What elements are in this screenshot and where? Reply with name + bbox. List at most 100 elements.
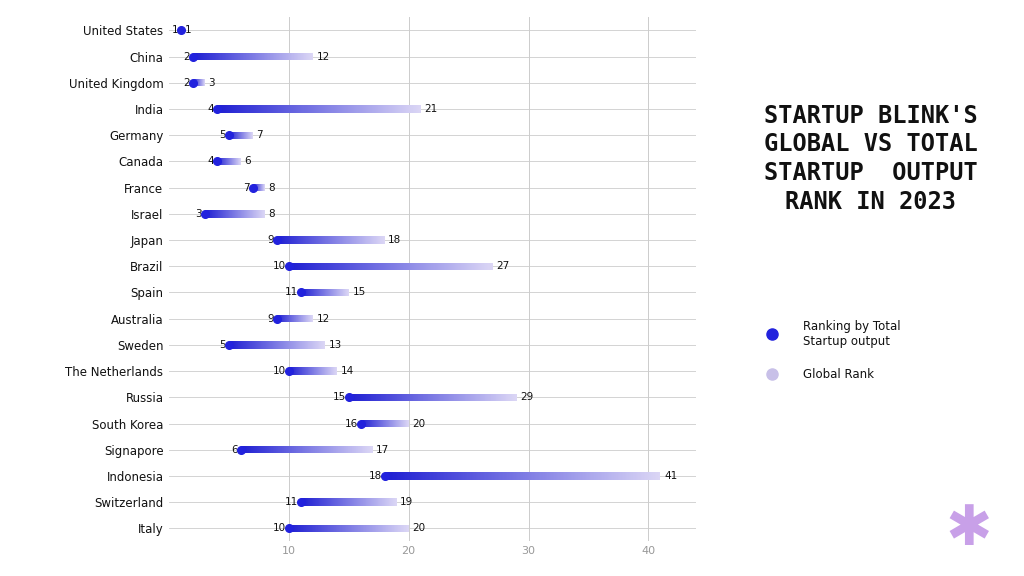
Text: 5: 5 [219, 340, 226, 350]
Text: 10: 10 [272, 262, 286, 271]
Bar [560, 472, 561, 480]
Bar [528, 472, 529, 480]
Bar [530, 472, 532, 480]
Bar [410, 472, 411, 480]
Bar [418, 472, 419, 480]
Bar [579, 472, 581, 480]
Bar [524, 472, 525, 480]
Bar [542, 472, 543, 480]
Bar [592, 472, 593, 480]
Text: 2: 2 [183, 78, 189, 88]
Bar [459, 472, 461, 480]
Bar [414, 472, 415, 480]
Bar [510, 472, 512, 480]
Bar [541, 472, 542, 480]
Bar [638, 472, 640, 480]
Bar [493, 472, 494, 480]
Bar [423, 472, 425, 480]
Bar [521, 472, 522, 480]
Bar [632, 472, 633, 480]
Bar [633, 472, 634, 480]
Bar [572, 472, 573, 480]
Bar [505, 472, 506, 480]
Bar [608, 472, 609, 480]
Bar [427, 472, 429, 480]
Bar [501, 472, 502, 480]
Bar [568, 472, 569, 480]
Bar [634, 472, 636, 480]
Bar [538, 472, 539, 480]
Bar [645, 472, 646, 480]
Bar [489, 472, 490, 480]
Bar [585, 472, 586, 480]
Bar [513, 472, 514, 480]
Bar [516, 472, 517, 480]
Bar [512, 472, 513, 480]
Bar [602, 472, 604, 480]
Bar [441, 472, 442, 480]
Bar [598, 472, 600, 480]
Bar [550, 472, 552, 480]
Bar [588, 472, 589, 480]
Bar [656, 472, 657, 480]
Bar [622, 472, 624, 480]
Bar [437, 472, 438, 480]
Bar [577, 472, 578, 480]
Bar [445, 472, 446, 480]
Bar [449, 472, 450, 480]
Text: 27: 27 [497, 262, 509, 271]
Bar [605, 472, 606, 480]
Bar [649, 472, 650, 480]
Bar [435, 472, 437, 480]
Bar [525, 472, 526, 480]
Bar [450, 472, 451, 480]
Bar [482, 472, 484, 480]
Bar [469, 472, 470, 480]
Text: 8: 8 [268, 209, 275, 219]
Bar [502, 472, 503, 480]
Bar [537, 472, 538, 480]
Bar [478, 472, 480, 480]
Text: 10: 10 [272, 366, 286, 376]
Text: 16: 16 [344, 419, 357, 429]
Bar [421, 472, 422, 480]
Bar [430, 472, 431, 480]
Bar [509, 472, 510, 480]
Bar [467, 472, 469, 480]
Text: 3: 3 [196, 209, 202, 219]
Text: 9: 9 [267, 314, 273, 324]
Bar [386, 472, 387, 480]
Bar [462, 472, 463, 480]
Text: 13: 13 [329, 340, 342, 350]
Bar [558, 472, 560, 480]
Text: 29: 29 [520, 392, 534, 402]
Bar [455, 472, 457, 480]
Bar [636, 472, 637, 480]
Bar [612, 472, 613, 480]
Bar [440, 472, 441, 480]
Bar [453, 472, 454, 480]
Bar [553, 472, 554, 480]
Bar [628, 472, 629, 480]
Bar [404, 472, 406, 480]
Bar [451, 472, 453, 480]
Bar [581, 472, 582, 480]
Bar [407, 472, 409, 480]
Bar [594, 472, 596, 480]
Bar [444, 472, 445, 480]
Bar [565, 472, 566, 480]
Bar [637, 472, 638, 480]
Bar [497, 472, 498, 480]
Bar [425, 472, 426, 480]
Bar [561, 472, 562, 480]
Bar [387, 472, 389, 480]
Bar [606, 472, 608, 480]
Bar [480, 472, 481, 480]
Bar [596, 472, 597, 480]
Text: 1: 1 [184, 25, 191, 35]
Bar [614, 472, 616, 480]
Text: 21: 21 [424, 104, 437, 114]
Bar [609, 472, 610, 480]
Bar [431, 472, 433, 480]
Bar [477, 472, 478, 480]
